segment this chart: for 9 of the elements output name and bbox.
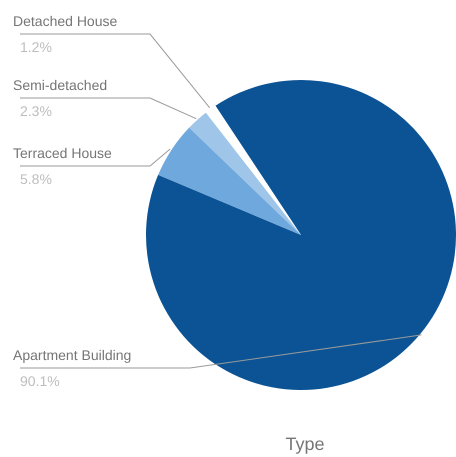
text: Type: [285, 434, 325, 454]
slice-label: Apartment Building: [13, 347, 132, 363]
slice-label: Terraced House: [13, 145, 112, 161]
data-label: 5.8%: [20, 171, 52, 187]
slice-label: Detached House: [13, 13, 118, 29]
data-label: 90.1%: [20, 373, 60, 389]
slice-label: Semi-detached: [13, 77, 108, 93]
data-label: 1.2%: [20, 39, 52, 55]
data-label: 2.3%: [20, 103, 52, 119]
